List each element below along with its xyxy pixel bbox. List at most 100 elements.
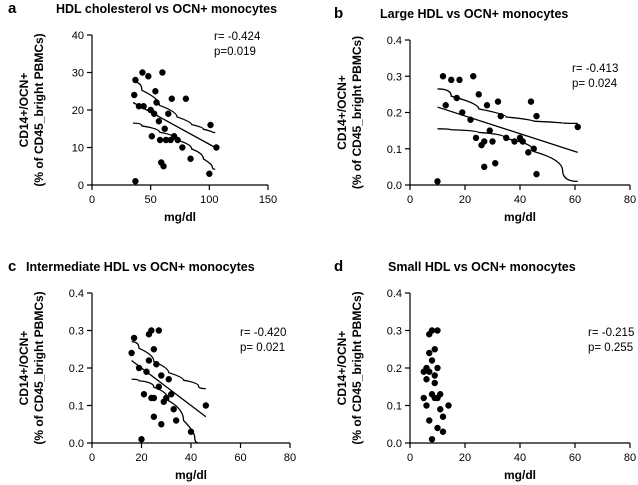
data-point xyxy=(148,133,156,140)
y-tick-label: 0.3 xyxy=(387,326,402,338)
data-point xyxy=(207,121,214,129)
y-tick-label: 30 xyxy=(72,68,84,80)
data-point xyxy=(442,102,449,109)
data-point xyxy=(159,69,166,76)
data-point xyxy=(153,99,160,106)
data-point xyxy=(168,95,175,102)
data-point xyxy=(489,138,496,145)
data-point xyxy=(135,103,143,110)
data-point xyxy=(152,88,159,95)
data-point xyxy=(153,361,160,368)
data-point xyxy=(145,357,153,364)
x-tick-label: 80 xyxy=(284,452,296,464)
data-point xyxy=(165,376,172,383)
data-point xyxy=(434,327,441,334)
y-tick-label: 10 xyxy=(72,143,84,155)
data-point xyxy=(431,379,438,387)
data-point xyxy=(530,145,537,152)
data-point xyxy=(428,436,436,443)
y-axis-label: CD14+/OCN+(% of CD45_bright PBMCs) xyxy=(335,36,364,189)
data-point xyxy=(158,421,165,428)
confidence-band-upper xyxy=(133,81,216,134)
data-point xyxy=(168,391,175,398)
data-point xyxy=(492,160,499,167)
data-point xyxy=(161,125,168,132)
data-point xyxy=(426,417,433,424)
data-point xyxy=(423,402,430,409)
data-point xyxy=(439,73,447,80)
data-point xyxy=(437,391,444,398)
x-tick-label: 20 xyxy=(459,194,471,206)
data-point xyxy=(140,103,147,110)
x-axis-label: mg/dl xyxy=(504,468,536,482)
y-tick-label: 0.1 xyxy=(69,401,84,413)
data-point xyxy=(448,76,455,84)
r-value: r= -0.215 xyxy=(588,327,634,339)
data-point xyxy=(143,368,150,375)
data-point xyxy=(165,110,172,117)
data-point xyxy=(135,364,143,372)
data-point xyxy=(486,127,493,134)
p-value: p= 0.024 xyxy=(572,78,618,90)
panel-letter: b xyxy=(334,5,343,22)
data-point xyxy=(503,134,510,142)
y-tick-label: 0.1 xyxy=(387,144,402,156)
data-point xyxy=(213,144,220,151)
y-tick-label: 0.3 xyxy=(69,326,84,338)
chart-title: Small HDL vs OCN+ monocytes xyxy=(388,260,576,274)
data-point xyxy=(150,394,158,402)
y-tick-label: 0.1 xyxy=(387,401,402,413)
x-tick-label: 40 xyxy=(514,452,526,464)
data-point xyxy=(158,372,165,379)
data-point xyxy=(423,376,430,383)
r-value: r= -0.413 xyxy=(572,63,618,75)
y-tick-label: 0.4 xyxy=(387,35,402,47)
x-tick-label: 60 xyxy=(569,194,581,206)
confidence-band-lower xyxy=(131,378,199,444)
y-axis-label: CD14+/OCN+(% of CD45_bright PBMCs) xyxy=(335,291,364,444)
data-point xyxy=(132,76,139,84)
y-tick-label: 0.4 xyxy=(69,288,84,300)
chart-panel-c: c Intermediate HDL vs OCN+ monocytes 0.0 0.… xyxy=(8,258,296,482)
data-point xyxy=(533,112,540,120)
data-point xyxy=(428,327,436,334)
data-point xyxy=(148,327,155,334)
panel-letter: a xyxy=(8,0,17,17)
y-tick-label: 0 xyxy=(78,180,84,192)
data-point xyxy=(439,413,447,420)
data-point xyxy=(145,73,152,80)
x-tick-label: 0 xyxy=(407,194,413,206)
panel-letter: d xyxy=(334,258,343,275)
data-point xyxy=(182,95,190,102)
data-point xyxy=(187,155,194,162)
data-point xyxy=(426,349,433,357)
x-axis-label: mg/dl xyxy=(164,210,196,224)
y-tick-label: 0.0 xyxy=(69,438,84,450)
y-tick-label: 0.4 xyxy=(387,288,402,300)
x-tick-label: 50 xyxy=(145,194,157,206)
data-point xyxy=(431,372,438,379)
data-point xyxy=(497,112,504,120)
data-point xyxy=(437,406,444,413)
data-point xyxy=(456,76,463,84)
x-tick-label: 0 xyxy=(407,452,413,464)
data-point xyxy=(527,98,535,105)
data-point xyxy=(511,138,518,145)
y-tick-label: 0.3 xyxy=(387,71,402,83)
data-point xyxy=(130,334,138,342)
x-tick-label: 20 xyxy=(459,452,471,464)
data-point xyxy=(434,364,441,372)
data-point xyxy=(439,428,447,435)
p-value: p= 0.255 xyxy=(588,342,633,354)
x-tick-label: 80 xyxy=(624,452,636,464)
confidence-band-lower xyxy=(133,122,216,170)
data-point xyxy=(483,102,491,109)
y-tick-label: 0.0 xyxy=(387,180,402,192)
data-point xyxy=(160,163,167,170)
data-point xyxy=(459,109,466,116)
data-point xyxy=(150,346,158,353)
p-value: p=0.019 xyxy=(214,46,256,58)
x-tick-label: 20 xyxy=(135,452,147,464)
chart-title: HDL cholesterol vs OCN+ monocytes xyxy=(56,2,277,16)
